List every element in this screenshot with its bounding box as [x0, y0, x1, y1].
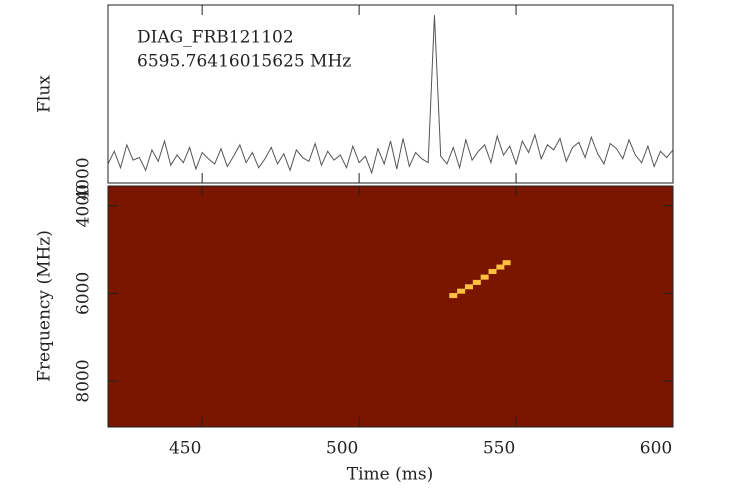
burst-cell	[496, 264, 505, 270]
burst-cell	[480, 274, 489, 280]
burst-cell	[464, 284, 473, 290]
y-axis-label: Flux	[35, 75, 55, 113]
y-axis-label: Frequency (MHz)	[35, 230, 55, 382]
burst-cell	[488, 268, 497, 274]
burst-cell	[457, 288, 466, 294]
x-axis-label: Time (ms)	[347, 465, 433, 485]
y-tick-label: 8000	[74, 359, 94, 402]
x-tick-label: 500	[326, 439, 358, 459]
x-tick-label: 600	[640, 439, 672, 459]
burst-cell	[472, 279, 481, 285]
burst-cell	[449, 293, 458, 299]
panel-frame	[107, 4, 674, 184]
burst-cell	[502, 260, 511, 266]
x-tick-label: 550	[483, 439, 515, 459]
flux-line	[107, 15, 674, 175]
waterfall-background	[108, 186, 673, 427]
annotation: DIAG_FRB121102	[137, 28, 294, 48]
panel-frame	[107, 185, 674, 428]
x-tick-label: 450	[169, 439, 201, 459]
y-tick-label: 4000	[74, 157, 94, 200]
y-tick-label: 6000	[74, 272, 94, 315]
y-tick-label: 4000	[74, 184, 94, 227]
annotation: 6595.76416015625 MHz	[137, 52, 351, 72]
